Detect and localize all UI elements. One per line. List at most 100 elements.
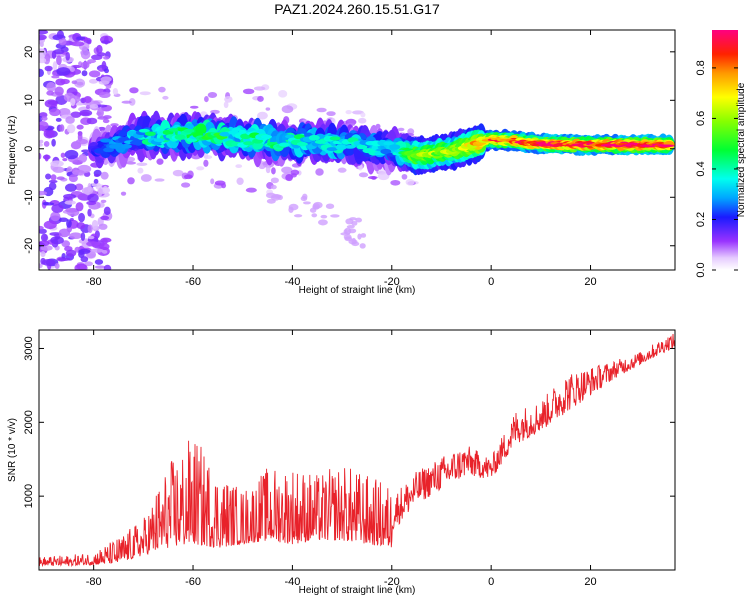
spectrogram-cell xyxy=(94,265,106,269)
spectrogram-cell xyxy=(65,207,79,213)
y-tick-label: -20 xyxy=(23,238,35,254)
spectrogram-cell xyxy=(98,187,103,198)
spectrogram-cell xyxy=(39,57,47,64)
x-tick-label: 0 xyxy=(488,576,494,588)
spectrogram-cell xyxy=(253,86,266,91)
spectrogram-cell xyxy=(56,55,62,66)
spectrogram-cell xyxy=(39,34,47,41)
spectrogram-cell xyxy=(75,202,84,212)
spectrogram-xlabel: Height of straight line (km) xyxy=(299,285,416,296)
spectrogram-cell xyxy=(78,250,85,259)
colorbar-ticks: 0.0 0.2 0.4 0.6 0.8 xyxy=(695,60,738,278)
spectrogram-cell xyxy=(86,117,98,125)
spectrogram-cell xyxy=(102,238,108,245)
spectrogram-cell xyxy=(100,199,107,203)
spectrogram-cell xyxy=(71,80,78,85)
spectrogram-cell xyxy=(181,182,191,188)
spectrogram-cell xyxy=(290,173,297,178)
snr-xlabel: Height of straight line (km) xyxy=(299,585,416,596)
spectrogram-cell xyxy=(59,124,65,132)
snr-y-axis: 1000 2000 3000 xyxy=(23,336,675,508)
spectrogram-cell xyxy=(326,111,336,117)
spectrogram-cell xyxy=(72,169,85,176)
spectrogram-cell xyxy=(39,30,49,35)
spectrogram-cell xyxy=(358,172,369,178)
spectrogram-panel: -80 -60 -40 -20 0 20 -20 -10 0 10 20 Height of st… xyxy=(7,29,676,296)
spectrogram-cell xyxy=(81,70,88,77)
spectrogram-cell xyxy=(100,202,105,208)
spectrogram-cell xyxy=(337,167,347,173)
spectrogram-ridge xyxy=(174,134,186,140)
spectrogram-cell xyxy=(162,95,169,100)
spectrogram-cell xyxy=(401,173,408,180)
spectrogram-cell xyxy=(87,193,99,203)
spectrogram-ridge xyxy=(344,144,356,149)
spectrogram-ridge xyxy=(278,142,290,147)
spectrogram-cell xyxy=(44,99,58,108)
spectrogram-cell xyxy=(101,249,108,254)
spectrogram-ridge xyxy=(314,140,326,144)
spectrogram-cell xyxy=(86,39,92,45)
spectrogram-cell xyxy=(357,233,362,240)
colorbar: 0.0 0.2 0.4 0.6 0.8 Normalized spectral ampl… xyxy=(695,30,747,278)
spectrogram-cell xyxy=(39,225,44,230)
spectrogram-cell xyxy=(66,124,76,134)
spectrogram-cell xyxy=(325,203,335,209)
spectrogram-ridge xyxy=(261,134,273,139)
spectrogram-cell xyxy=(110,123,119,127)
spectrogram-cell xyxy=(371,176,377,180)
spectrogram-cell xyxy=(96,107,104,118)
spectrogram-cell xyxy=(76,124,84,130)
spectrogram-ridge xyxy=(144,131,156,137)
snr-ylabel: SNR (10 * v/v) xyxy=(7,418,18,482)
spectrogram-cell xyxy=(360,233,367,238)
spectrogram-cell xyxy=(158,86,166,93)
spectrogram-cell xyxy=(50,174,57,181)
spectrogram-ridge xyxy=(168,128,180,132)
spectrogram-cell xyxy=(127,177,135,185)
snr-panel: -80 -60 -40 -20 0 20 1000 2000 3000 Height of s… xyxy=(7,329,676,596)
spectrogram-cell xyxy=(221,182,227,189)
spectrogram-cell xyxy=(88,78,98,84)
spectrogram-cell xyxy=(80,49,91,60)
spectrogram-cell xyxy=(39,263,43,269)
spectrogram-cell xyxy=(48,179,58,184)
spectrogram-cell xyxy=(89,104,99,109)
spectrogram-cell xyxy=(43,129,55,139)
spectrogram-cell xyxy=(43,202,55,206)
spectrogram-cell xyxy=(44,154,49,162)
spectrogram-cell xyxy=(121,100,132,104)
spectrogram-cell xyxy=(44,65,53,72)
spectrogram-cell xyxy=(351,241,360,247)
spectrogram-cell xyxy=(79,264,87,270)
spectrogram-cell xyxy=(330,214,340,218)
colorbar-tick-label: 0.6 xyxy=(695,111,707,126)
spectrogram-cell xyxy=(348,228,357,234)
spectrogram-cell xyxy=(86,241,100,247)
spectrogram-cell xyxy=(48,182,57,191)
spectrogram-image xyxy=(39,30,675,270)
spectrogram-cell xyxy=(100,76,112,83)
spectrogram-cell xyxy=(207,91,218,99)
spectrogram-cell xyxy=(69,232,83,240)
spectrogram-ridge xyxy=(138,128,150,133)
x-tick-label: -80 xyxy=(86,576,102,588)
spectrogram-cell xyxy=(70,111,82,118)
spectrogram-cell xyxy=(51,75,60,79)
y-tick-label: 3000 xyxy=(23,336,35,360)
spectrogram-cell xyxy=(189,105,199,109)
spectrogram-cell xyxy=(103,264,112,270)
spectrogram-cell xyxy=(61,240,71,248)
spectrogram-cell xyxy=(93,178,99,184)
spectrogram-cell xyxy=(210,178,215,185)
spectrogram-cell xyxy=(154,178,165,182)
x-tick-label: 20 xyxy=(584,276,596,288)
spectrogram-cell xyxy=(93,173,100,178)
spectrogram-cell xyxy=(81,149,90,153)
spectrogram-cell xyxy=(68,174,78,183)
spectrogram-cell xyxy=(39,139,44,144)
spectrogram-cell xyxy=(51,50,57,60)
spectrogram-cell xyxy=(293,214,303,218)
spectrogram-cell xyxy=(87,208,92,217)
